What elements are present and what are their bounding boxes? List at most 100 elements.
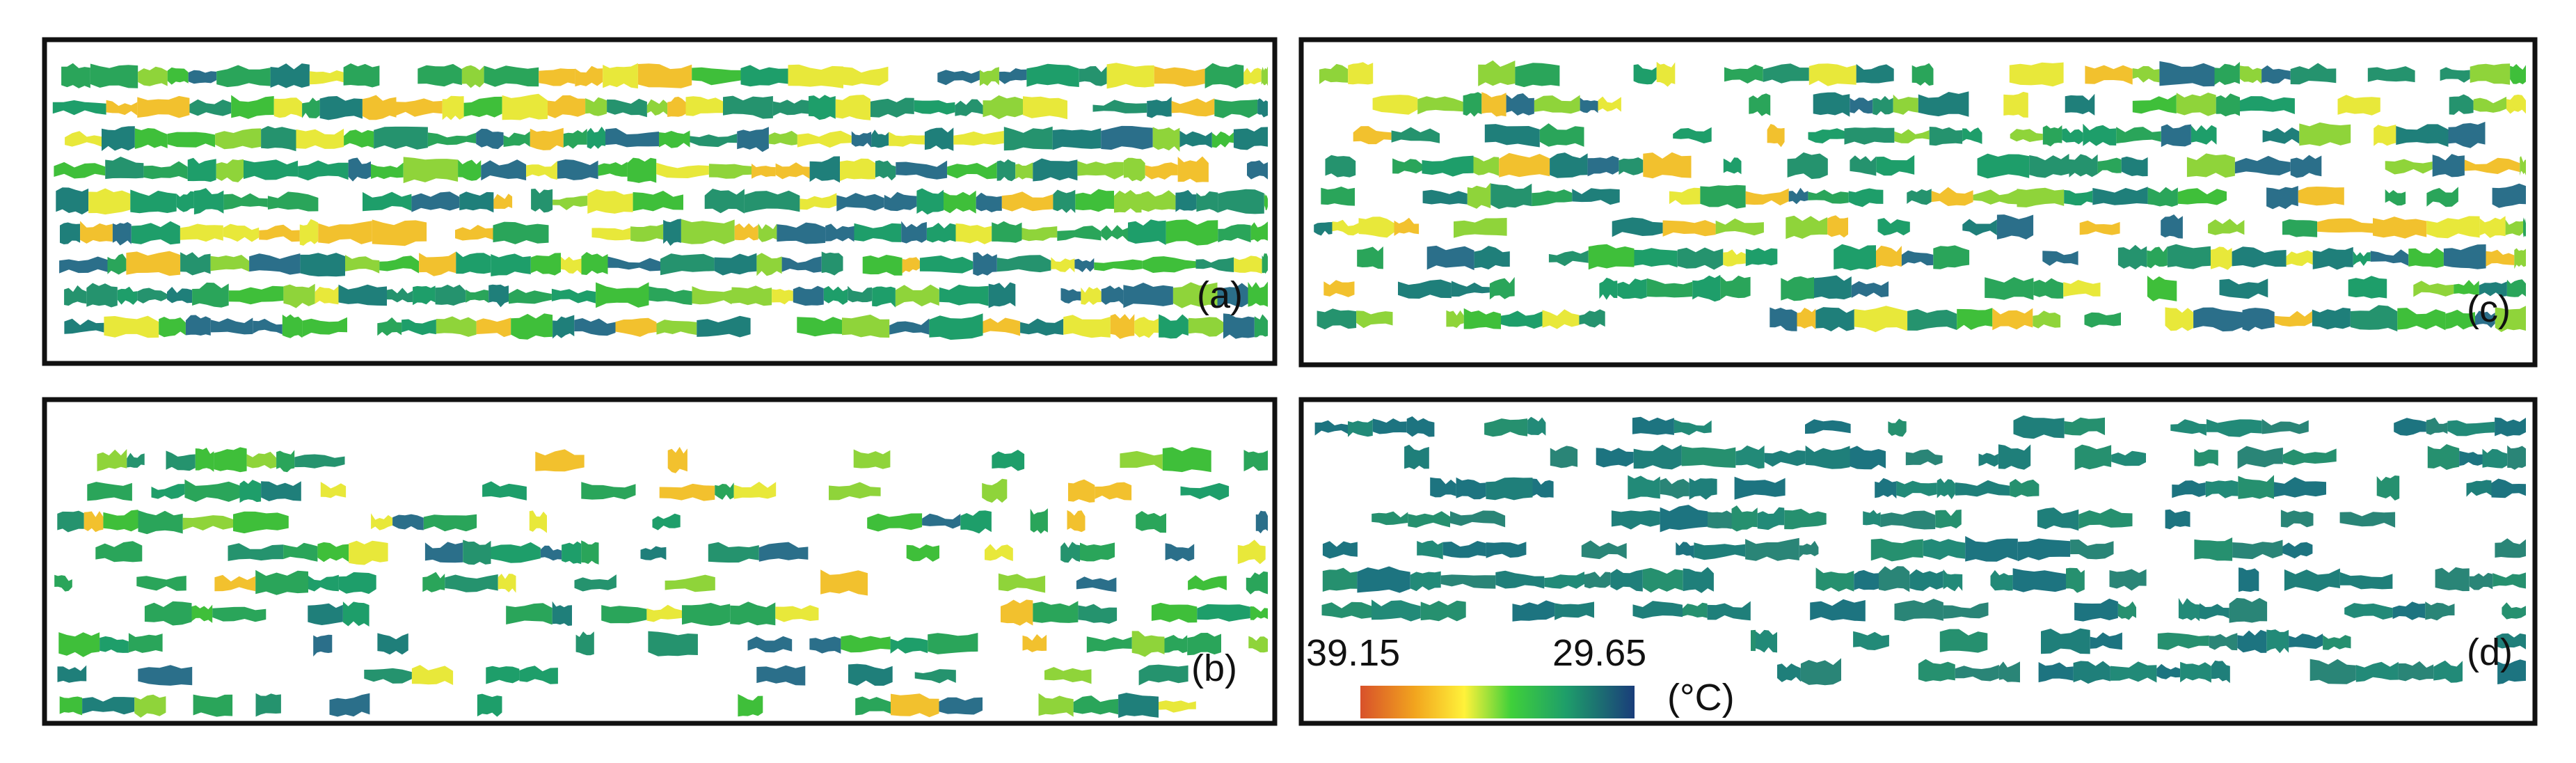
crop-patch [64,318,104,334]
crop-patch [1723,157,1742,175]
crop-patch [455,225,493,241]
crop-patch [458,159,482,181]
crop-patch [1404,444,1429,470]
crop-patch [740,65,788,87]
crop-patch [212,606,267,622]
crop-patch [667,446,687,473]
crop-patch [1707,601,1751,621]
crop-patch [633,191,683,212]
crop-patch [191,604,213,623]
crop-patch [463,96,502,118]
crop-patch [1681,446,1736,468]
crop-patch [126,251,181,276]
crop-patch [999,68,1027,84]
crop-patch [1662,220,1716,237]
crop-patch [607,98,647,118]
crop-patch [1588,244,1635,270]
crop-patch [308,603,343,625]
crop-patch [1805,445,1850,469]
crop-patch [2042,125,2062,147]
crop-patch [2298,187,2344,206]
crop-patch [714,253,757,276]
crop-patch [928,633,978,654]
crop-patch [1923,539,1966,560]
crop-patch [2062,128,2083,145]
crop-patch [1001,599,1033,626]
crop-patch [1955,480,2010,497]
crop-patch [1478,60,1516,86]
crop-patch [1873,95,1893,116]
crop-patch [944,190,976,214]
crop-patch [1417,540,1443,560]
crop-patch [955,99,983,116]
crop-patch [1473,156,1500,176]
crop-patch [2445,309,2475,330]
crop-patch [371,162,404,180]
crop-patch [1001,191,1054,212]
crop-patch [2337,95,2380,116]
crop-patch [1101,125,1153,150]
crop-patch [2426,216,2480,239]
crop-patch [215,128,262,150]
crop-patch [308,574,339,592]
crop-patch [377,317,402,336]
crop-patch [627,157,657,183]
crop-patch [2157,632,2209,650]
crop-patch [1063,315,1111,338]
panel-label: (d) [2467,631,2513,673]
crop-patch [1406,416,1435,437]
crop-patch [103,510,138,532]
crop-patch [1587,155,1619,177]
crop-patch [343,63,380,88]
crop-patch [2177,188,2227,205]
crop-patch [2003,91,2028,118]
crop-patch [1876,155,1915,176]
crop-patch [261,126,296,152]
crop-patch [2261,418,2309,434]
crop-patch [1391,127,1440,143]
crop-patch [1033,601,1079,623]
crop-patch [591,228,631,241]
crop-patch [2312,246,2353,270]
crop-patch [2194,448,2218,466]
crop-patch [195,448,214,472]
crop-patch [1955,665,1999,682]
crop-patch [660,253,715,276]
crop-patch [396,98,443,117]
crop-patch [692,286,732,305]
crop-patch [2367,66,2415,83]
crop-patch [498,574,516,593]
crop-patch [1745,188,1789,206]
crop-patch [1929,127,1963,146]
crop-patch [192,282,229,308]
crop-patch [914,669,956,684]
crop-patch [2216,93,2240,117]
crop-patch [2350,305,2398,332]
crop-patch [296,128,344,149]
crop-patch [2432,154,2465,178]
crop-patch [2523,217,2526,237]
crop-patch [97,449,127,471]
crop-patch [84,511,104,533]
crop-patch [1147,96,1172,118]
crop-patch [1515,63,1560,88]
crop-patch [2282,542,2313,559]
crop-patch [723,95,773,119]
crop-patch [2132,65,2160,83]
crop-patch [249,253,301,275]
crop-patch [1998,444,2031,470]
crop-patch [166,450,196,471]
crop-patch [1584,572,1611,589]
crop-patch [1933,245,1970,269]
crop-patch [1735,445,1765,469]
crop-patch [276,450,295,473]
crop-patch [2239,567,2259,592]
crop-patch [1467,182,1491,209]
crop-patch [374,126,428,150]
crop-patch [253,318,283,335]
crop-patch [427,132,477,147]
crop-patch [1067,510,1086,533]
crop-patch [1863,510,1881,527]
crop-patch [2206,419,2262,437]
crop-patch [2117,601,2136,620]
